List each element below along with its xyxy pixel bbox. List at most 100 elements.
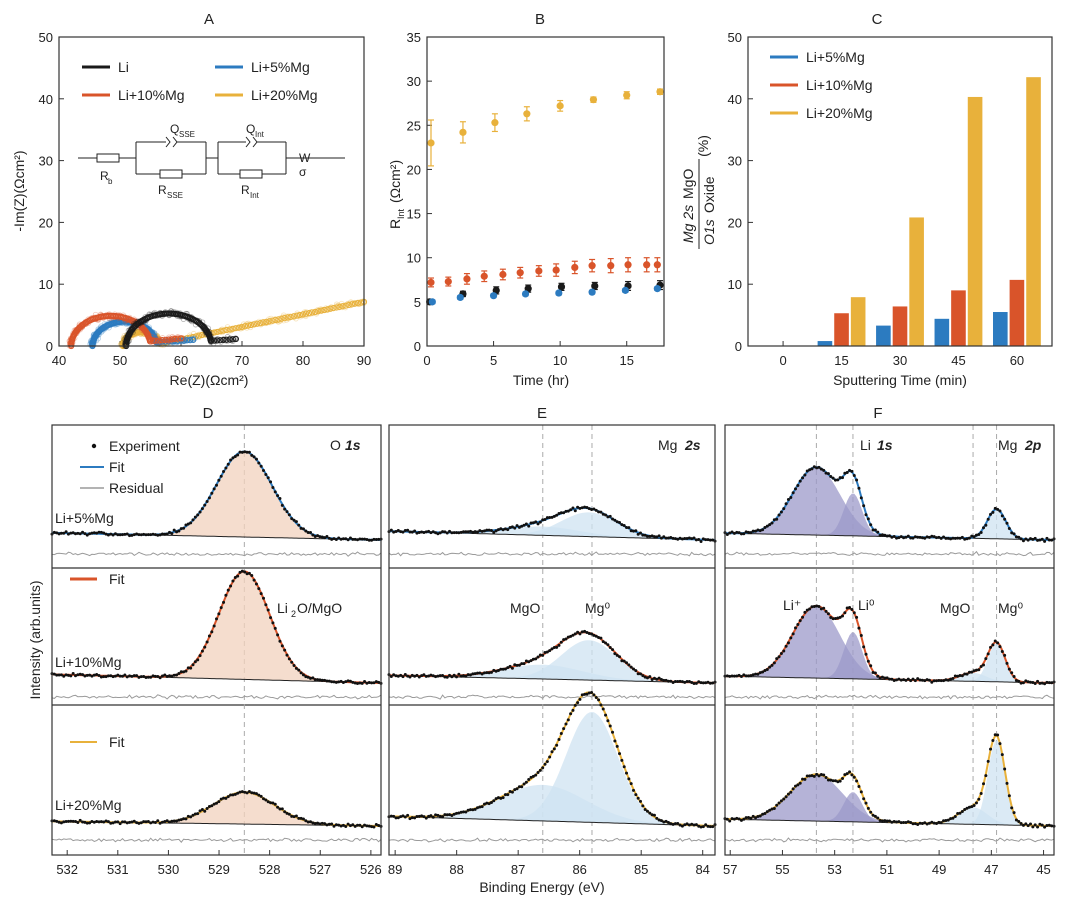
experiment-point	[146, 533, 150, 537]
experiment-point	[1050, 681, 1054, 685]
experiment-point	[520, 662, 524, 666]
experiment-point	[583, 692, 587, 696]
legend-marker-experiment	[91, 443, 97, 449]
experiment-point	[344, 537, 348, 541]
experiment-point	[895, 678, 899, 682]
experiment-point	[1000, 514, 1004, 518]
experiment-point	[618, 655, 622, 659]
experiment-point	[219, 797, 223, 801]
experiment-point	[499, 667, 503, 671]
experiment-point	[829, 615, 833, 619]
experiment-point	[836, 616, 840, 620]
component-fill	[725, 740, 1054, 826]
experiment-point	[859, 496, 863, 500]
experiment-point	[819, 607, 823, 611]
experiment-point	[857, 784, 861, 788]
experiment-point	[78, 532, 82, 536]
marker-a-mg20	[280, 314, 287, 321]
marker-a-li	[217, 337, 224, 344]
tick-label-a-x: 80	[296, 353, 310, 368]
label-w: W	[299, 151, 311, 165]
experiment-point	[552, 747, 556, 751]
experiment-point	[927, 535, 931, 539]
experiment-point	[1047, 538, 1051, 542]
experiment-point	[330, 537, 334, 541]
experiment-point	[358, 681, 362, 685]
experiment-point	[932, 821, 936, 825]
tick-label-c-y: 50	[728, 30, 742, 45]
experiment-point	[59, 821, 63, 825]
experiment-point	[271, 801, 275, 805]
point-b-mg10	[643, 261, 651, 269]
experiment-point	[175, 819, 179, 823]
experiment-point	[606, 515, 610, 519]
experiment-point	[59, 531, 63, 535]
experiment-point	[323, 822, 327, 826]
experiment-point	[857, 626, 861, 630]
experiment-point	[452, 531, 456, 535]
experiment-point	[998, 645, 1002, 649]
experiment-point	[685, 537, 689, 541]
experiment-point	[215, 483, 218, 487]
tick-label-x: 529	[208, 862, 230, 877]
experiment-point	[247, 450, 251, 454]
experiment-point	[341, 537, 345, 541]
experiment-point	[859, 790, 863, 794]
experiment-point	[590, 690, 594, 694]
marker-a-mg20	[228, 327, 234, 334]
component-fill	[725, 774, 1054, 826]
experiment-point	[247, 790, 251, 794]
experiment-point	[203, 503, 207, 507]
experiment-point	[266, 476, 270, 480]
experiment-point	[273, 802, 277, 806]
experiment-point	[615, 744, 619, 748]
experiment-point	[186, 522, 190, 526]
tick-label-x: 530	[158, 862, 180, 877]
experiment-point	[1014, 818, 1018, 822]
experiment-point	[906, 677, 910, 681]
experiment-point	[132, 674, 136, 678]
experiment-point	[580, 693, 584, 697]
experiment-point	[334, 823, 338, 827]
experiment-point	[292, 815, 296, 819]
experiment-point	[240, 569, 244, 573]
experiment-point	[592, 507, 596, 511]
experiment-point	[972, 669, 976, 673]
experiment-point	[659, 536, 663, 540]
experiment-point	[1043, 539, 1047, 543]
marker-a-mg10	[162, 336, 169, 343]
experiment-point	[573, 632, 577, 636]
experiment-point	[301, 527, 305, 531]
experiment-point	[669, 679, 673, 683]
experiment-point	[796, 783, 800, 787]
experiment-point	[583, 629, 587, 633]
tick-label-b-y: 25	[407, 118, 421, 133]
tick-label-x: 51	[880, 862, 894, 877]
experiment-point	[819, 773, 823, 777]
experiment-point	[273, 490, 277, 494]
experiment-point	[895, 820, 899, 824]
residual-line	[724, 837, 1055, 843]
experiment-point	[982, 526, 985, 530]
experiment-point	[410, 816, 414, 820]
marker-a-li	[229, 336, 236, 343]
experiment-point	[165, 532, 169, 536]
experiment-point	[866, 659, 870, 663]
experiment-point	[536, 655, 540, 659]
panel-c-ylabel-pct: (%)	[695, 135, 711, 157]
experiment-point	[673, 822, 677, 826]
experiment-point	[890, 535, 894, 539]
experiment-point	[196, 658, 200, 662]
experiment-point	[85, 821, 89, 825]
experiment-point	[365, 538, 369, 542]
experiment-point	[632, 788, 635, 792]
marker-a-mg10	[174, 335, 182, 342]
experiment-point	[198, 510, 202, 514]
experiment-point	[441, 674, 445, 678]
experiment-point	[562, 727, 566, 731]
experiment-point	[857, 486, 861, 490]
tick-label-c-x: 0	[779, 353, 786, 368]
experiment-point	[370, 538, 374, 542]
marker-a-mg20	[339, 303, 346, 310]
experiment-point	[531, 657, 535, 661]
